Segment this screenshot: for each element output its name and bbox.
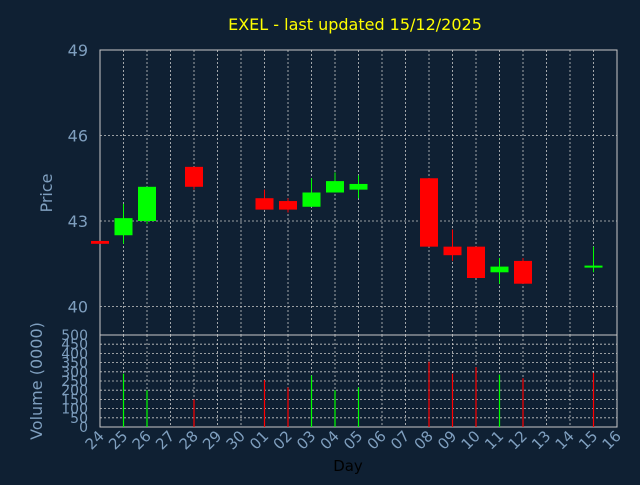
candle-body: [490, 266, 509, 273]
volume-tick-label: 350: [61, 356, 88, 372]
candle-body: [138, 186, 156, 221]
volume-tick-label: 150: [61, 392, 88, 408]
candle-body: [91, 240, 109, 244]
candle-body: [114, 218, 133, 236]
x-axis: 2425262728293001020304050607080910111213…: [82, 427, 625, 453]
x-axis-label: Day: [333, 457, 363, 475]
candle-body: [420, 178, 438, 247]
volume-axis-label: Volume (0000): [27, 322, 46, 440]
candle: [302, 178, 321, 207]
candle-body: [326, 181, 344, 193]
candle: [138, 186, 156, 224]
volume-tick-label: 200: [61, 383, 88, 399]
candle-body: [302, 192, 321, 207]
candle: [514, 258, 532, 284]
candle: [490, 258, 509, 284]
candle: [467, 246, 485, 278]
price-tick-label: 46: [68, 127, 88, 146]
volume-tick-label: 50: [70, 411, 88, 427]
candle: [326, 172, 344, 193]
volume-tick-label: 250: [61, 374, 88, 390]
volume-tick-label: 400: [61, 346, 88, 362]
price-tick-label: 49: [68, 41, 88, 60]
candle: [443, 229, 462, 261]
candle: [420, 178, 438, 247]
candle: [279, 198, 297, 213]
candle: [91, 240, 109, 244]
candle-body: [514, 260, 532, 284]
volume-tick-label: 500: [61, 328, 88, 344]
candle-body: [255, 198, 274, 210]
volume-tick-label: 0: [79, 420, 88, 436]
volume-tick-label: 450: [61, 337, 88, 353]
chart-title: EXEL - last updated 15/12/2025: [228, 15, 482, 34]
candle-body: [279, 201, 297, 210]
candle-body: [443, 246, 462, 256]
candle: [185, 166, 203, 190]
candle-body: [185, 166, 203, 187]
candle: [255, 189, 274, 210]
candlestick-series: [91, 166, 603, 284]
volume-series: [122, 361, 595, 427]
price-axis-label: Price: [37, 173, 56, 212]
price-tick-label: 40: [68, 298, 88, 317]
volume-tick-label: 300: [61, 365, 88, 381]
price-axis: 40 43 46 49: [68, 41, 88, 317]
candle: [584, 246, 603, 273]
candle: [349, 175, 368, 199]
volume-tick-label: 100: [61, 402, 88, 418]
candle-body: [349, 183, 368, 190]
candle-body: [584, 265, 603, 268]
candle-body: [467, 246, 485, 278]
candle: [114, 203, 133, 244]
price-tick-label: 43: [68, 212, 88, 231]
